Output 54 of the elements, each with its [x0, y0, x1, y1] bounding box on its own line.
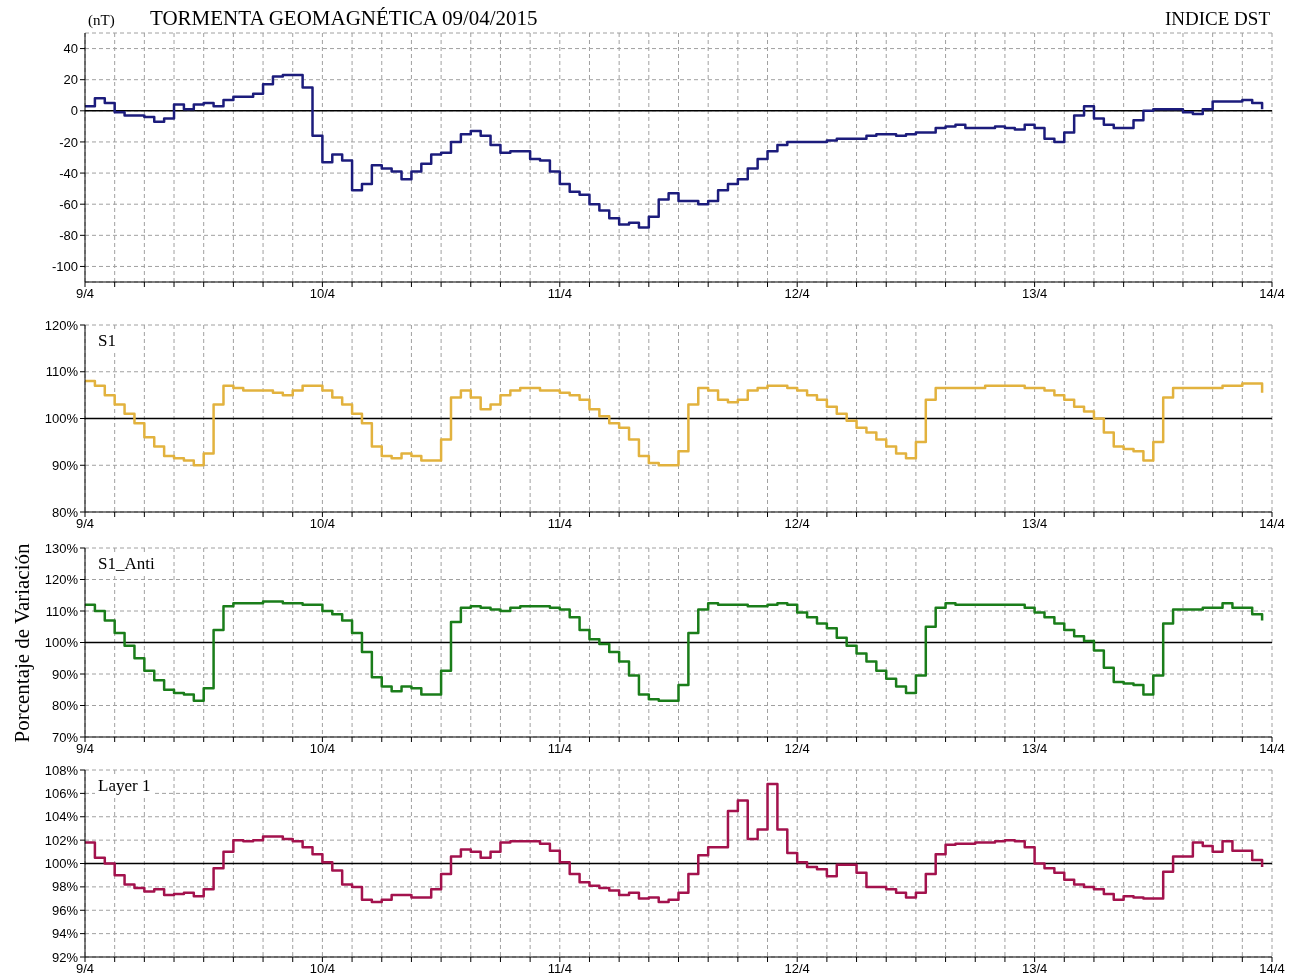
- y-axis-title: (nT): [88, 12, 115, 29]
- y-axis-title: Porcentaje de Variación: [9, 542, 35, 743]
- y-tick-label: 104%: [44, 809, 79, 825]
- y-tick-label: 110%: [45, 603, 79, 619]
- x-tick-label: 9/4: [75, 286, 95, 302]
- y-tick-label: 102%: [44, 832, 79, 848]
- x-tick-label: 13/4: [1021, 741, 1048, 757]
- x-tick-label: 13/4: [1021, 516, 1048, 532]
- y-tick-label: -80: [59, 227, 78, 243]
- y-tick-label: 98%: [51, 879, 79, 895]
- x-tick-label: 12/4: [784, 286, 810, 302]
- y-tick-label: 20: [63, 72, 78, 88]
- x-tick-label: 12/4: [784, 516, 810, 532]
- y-tick-label: -100: [51, 259, 78, 275]
- x-tick-label: 11/4: [547, 741, 572, 757]
- text: Layer 1: [95, 776, 154, 796]
- x-tick-label: 12/4: [784, 961, 810, 977]
- x-tick-label: 14/4: [1259, 286, 1285, 302]
- series-label: S1: [95, 331, 119, 351]
- x-tick-label: 10/4: [309, 961, 336, 977]
- y-tick-label: 90%: [51, 666, 79, 682]
- x-tick-label: 11/4: [547, 961, 572, 977]
- x-tick-label: 10/4: [309, 286, 336, 302]
- y-tick-label: 96%: [51, 902, 79, 918]
- y-tick-label: -40: [59, 165, 78, 181]
- y-tick-label: 90%: [51, 457, 79, 473]
- y-tick-label: 110%: [45, 364, 79, 380]
- y-tick-label: 94%: [51, 926, 79, 942]
- y-tick-label: 100%: [44, 856, 79, 872]
- y-tick-label: 108%: [44, 762, 79, 778]
- text: INDICE DST: [1164, 8, 1270, 30]
- y-tick-label: 120%: [44, 572, 79, 588]
- x-tick-label: 10/4: [309, 516, 336, 532]
- y-tick-label: -20: [59, 134, 78, 150]
- x-tick-label: 14/4: [1259, 961, 1285, 977]
- x-tick-label: 14/4: [1259, 516, 1285, 532]
- chart-title: TORMENTA GEOMAGNÉTICA 09/04/2015: [150, 6, 538, 31]
- x-tick-label: 10/4: [309, 741, 336, 757]
- x-tick-label: 12/4: [784, 741, 810, 757]
- y-tick-label: 100%: [44, 411, 79, 427]
- y-tick-label: 40: [63, 41, 78, 57]
- x-tick-label: 13/4: [1021, 286, 1048, 302]
- y-tick-label: 0: [70, 103, 78, 119]
- y-tick-label: 80%: [51, 698, 79, 714]
- y-tick-label: -60: [59, 196, 78, 212]
- y-tick-label: 100%: [44, 635, 79, 651]
- y-tick-label: 120%: [44, 317, 79, 333]
- series-label: S1_Anti: [95, 554, 158, 574]
- y-tick-label: 106%: [44, 785, 79, 801]
- x-tick-label: 11/4: [547, 516, 572, 532]
- x-tick-label: 14/4: [1259, 741, 1285, 757]
- x-tick-label: 13/4: [1021, 961, 1048, 977]
- x-tick-label: 11/4: [547, 286, 572, 302]
- y-tick-label: 130%: [44, 540, 79, 556]
